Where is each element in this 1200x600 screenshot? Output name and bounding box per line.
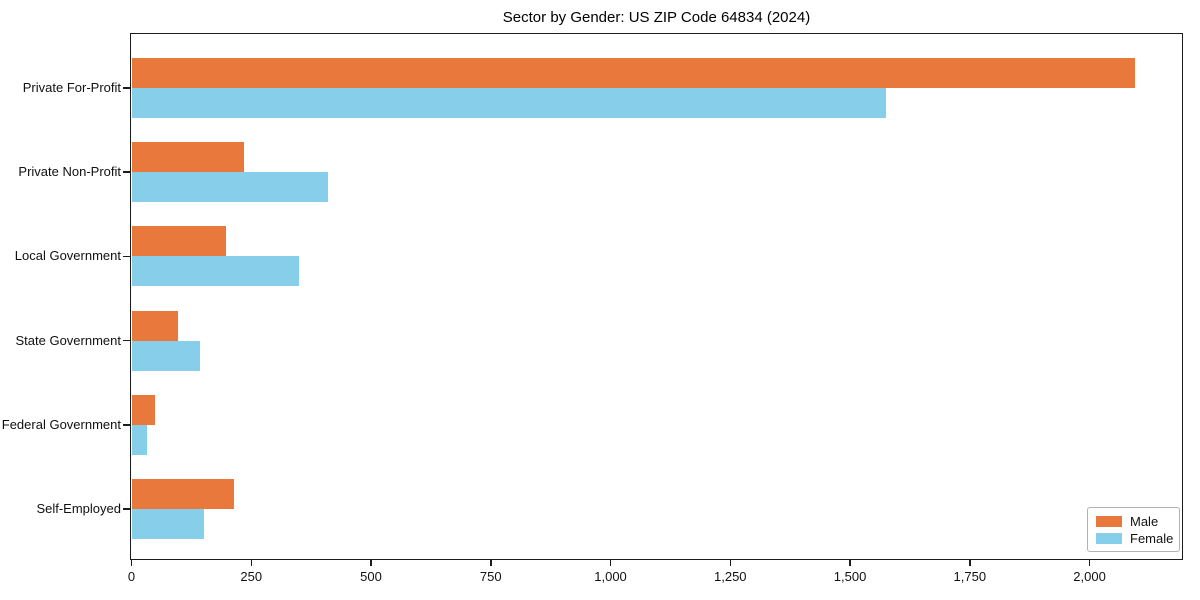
bar-male-private-for-profit <box>131 58 1135 88</box>
x-axis-tick-label: 500 <box>360 569 382 584</box>
x-axis-tick-label: 2,000 <box>1073 569 1106 584</box>
bar-female-federal-government <box>131 424 148 455</box>
legend-swatch-female <box>1096 532 1122 544</box>
legend-entry-female: Female <box>1096 530 1174 546</box>
x-tick <box>729 560 732 566</box>
x-tick <box>1088 560 1091 566</box>
bar-male-state-government <box>131 310 179 341</box>
y-axis-label: Private For-Profit <box>22 80 121 95</box>
bar-male-self-employed <box>131 479 234 509</box>
legend: Male Female <box>1087 507 1180 552</box>
x-tick <box>130 560 133 566</box>
x-axis-tick-label: 1,500 <box>833 569 867 584</box>
legend-entry-male: Male <box>1096 513 1171 529</box>
plot-area <box>130 33 1183 560</box>
bar-male-local-government <box>131 226 227 257</box>
x-axis-tick-label: 750 <box>479 569 502 584</box>
bar-male-federal-government <box>131 394 155 425</box>
y-tick <box>123 87 130 89</box>
x-tick <box>609 560 612 566</box>
bar-female-state-government <box>131 340 200 371</box>
bar-female-local-government <box>131 256 299 287</box>
y-axis-label: Federal Government <box>1 416 121 432</box>
x-axis-tick-label: 1,250 <box>714 569 747 584</box>
bar-female-private-for-profit <box>131 88 886 118</box>
y-tick <box>123 424 130 426</box>
y-axis-label: Local Government <box>14 248 121 264</box>
legend-label-female: Female <box>1130 530 1174 546</box>
x-tick <box>370 560 372 566</box>
y-axis-label: Private Non-Profit <box>18 164 121 180</box>
x-tick <box>490 560 492 566</box>
y-tick <box>123 339 130 342</box>
y-axis-label: Self-Employed <box>36 501 121 516</box>
x-axis-tick-label: 250 <box>240 569 263 584</box>
bar-female-private-non-profit <box>131 172 328 203</box>
y-tick <box>123 171 130 173</box>
legend-label-male: Male <box>1130 513 1159 529</box>
bar-female-self-employed <box>131 509 204 539</box>
y-tick <box>123 508 130 510</box>
x-axis-tick-label: 1,000 <box>594 569 627 584</box>
legend-swatch-male <box>1096 515 1122 527</box>
x-axis-tick-label: 1,750 <box>953 569 987 584</box>
x-tick <box>969 560 971 566</box>
x-axis-tick-label: 0 <box>127 569 136 584</box>
x-tick <box>849 560 851 566</box>
x-tick <box>250 560 252 566</box>
y-tick <box>123 255 130 258</box>
y-axis-label: State Government <box>15 332 122 348</box>
bar-male-private-non-profit <box>131 142 245 173</box>
chart-title: Sector by Gender: US ZIP Code 64834 (202… <box>502 9 811 26</box>
